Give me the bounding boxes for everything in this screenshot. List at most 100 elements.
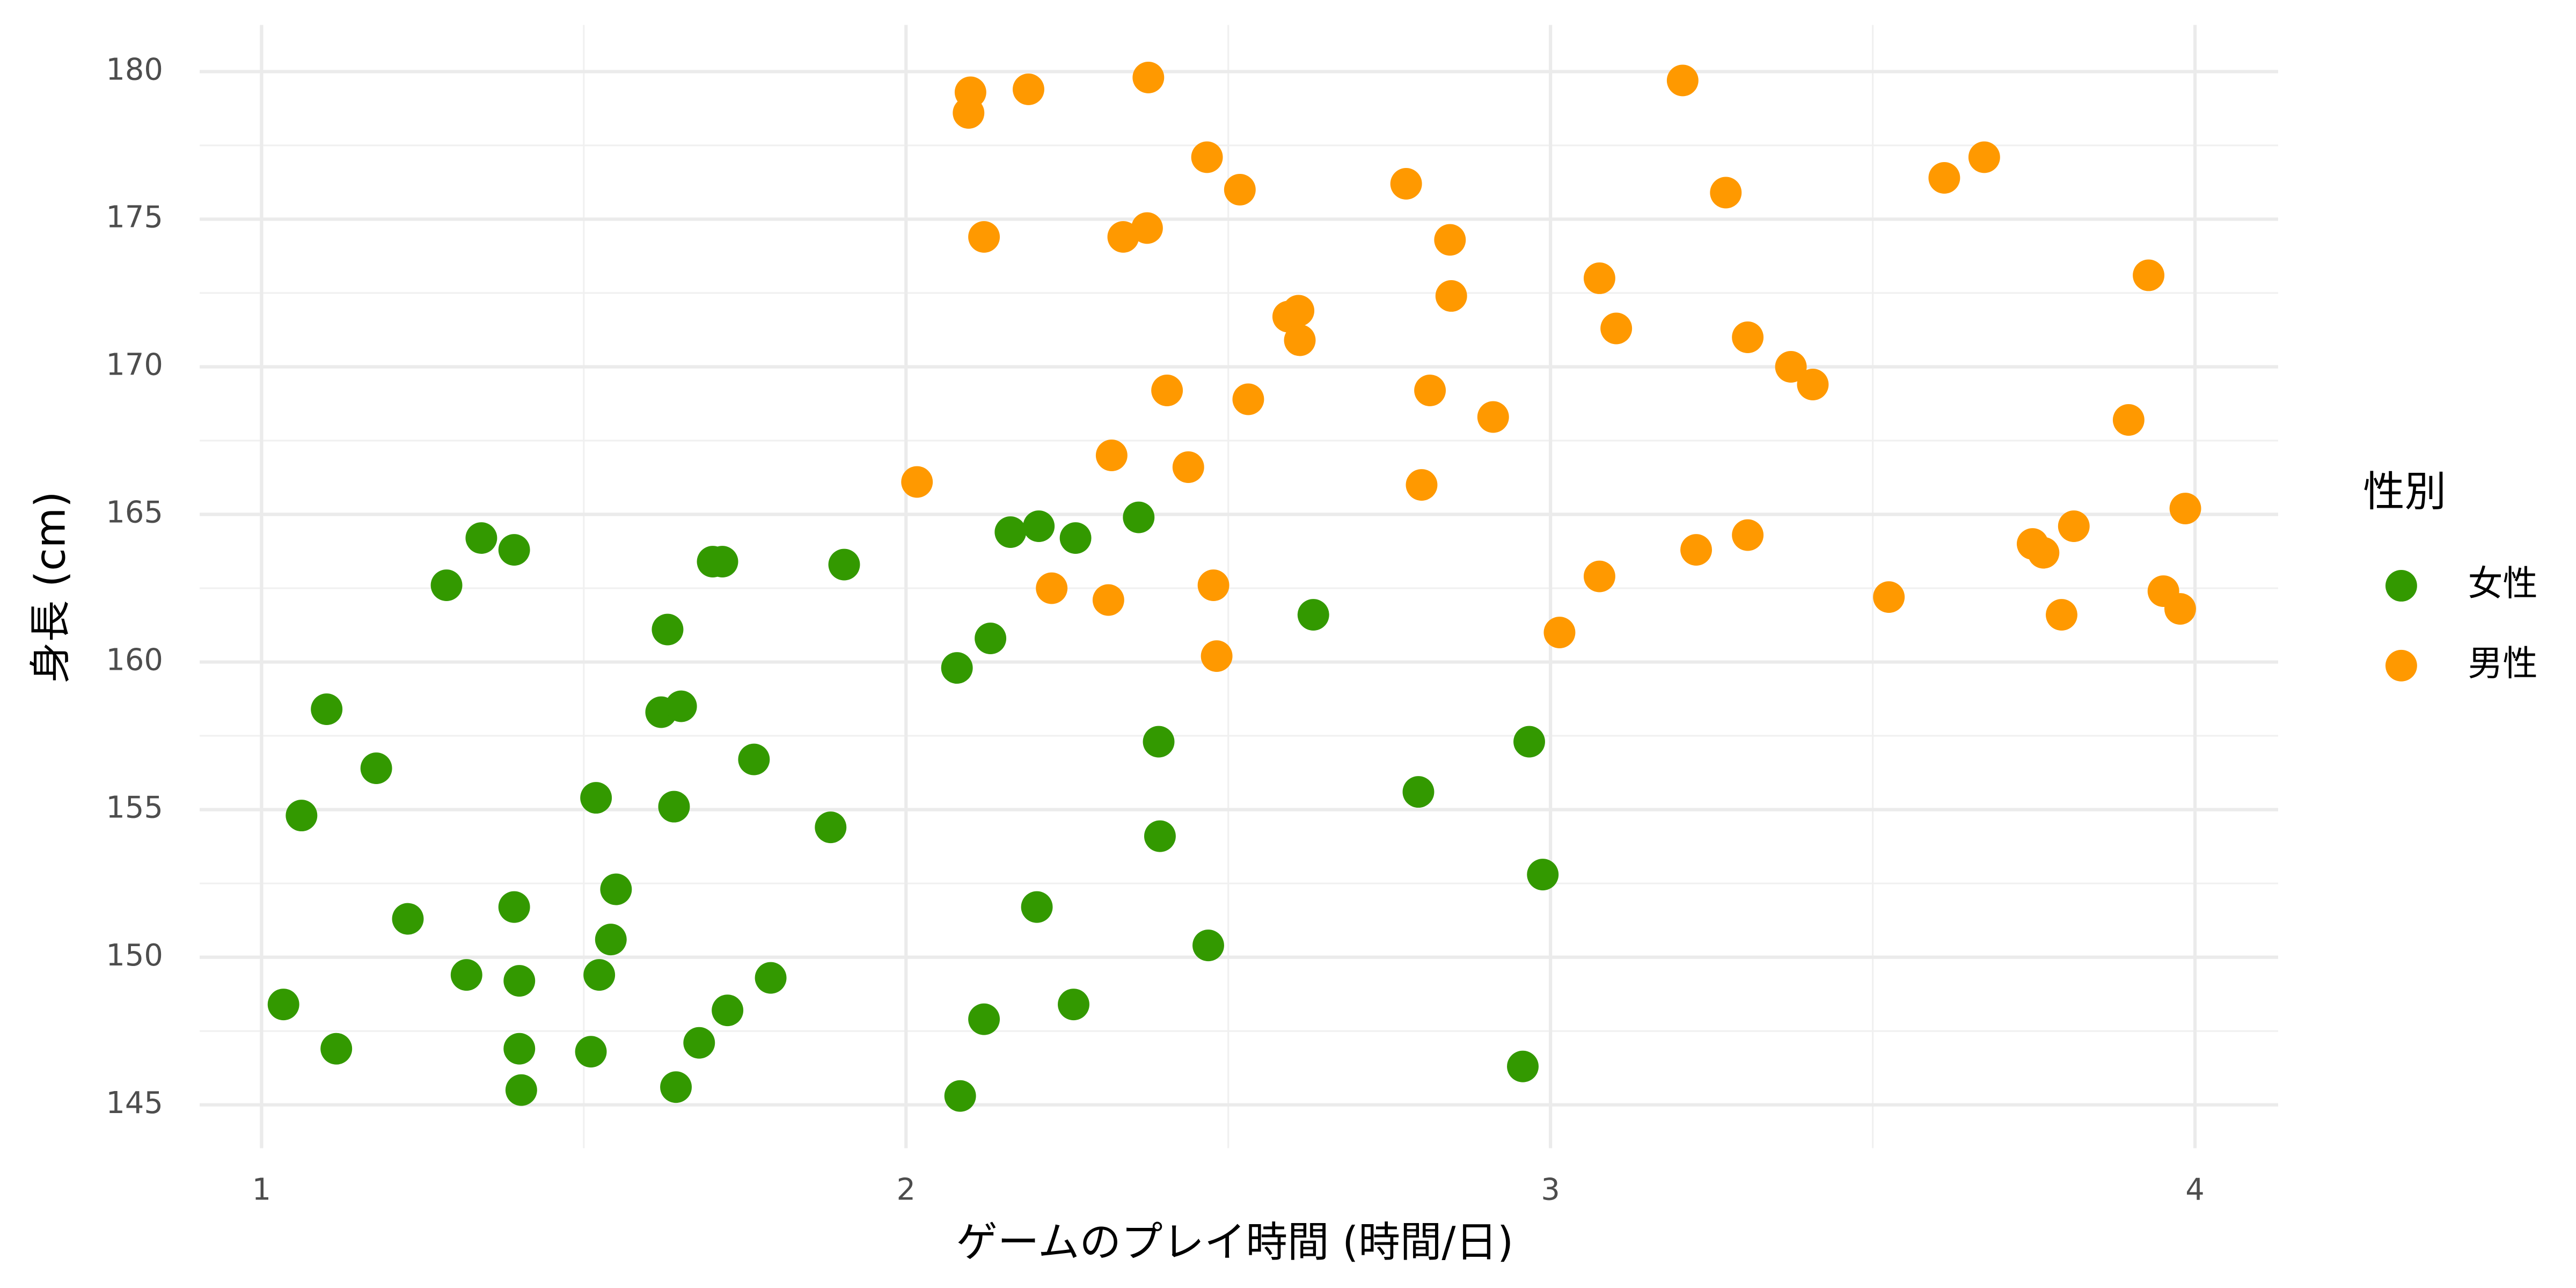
point: [2164, 593, 2196, 625]
point: [1406, 469, 1438, 501]
y-axis-title: 身長 (cm): [27, 491, 75, 683]
y-tick-label: 160: [106, 643, 163, 678]
point: [954, 76, 986, 108]
x-tick-label: 4: [2185, 1172, 2205, 1207]
point: [392, 903, 424, 935]
y-tick-label: 155: [106, 791, 163, 825]
point: [2028, 537, 2060, 569]
point: [968, 221, 1000, 253]
point: [712, 994, 744, 1027]
point: [1583, 262, 1615, 294]
point: [1600, 312, 1633, 345]
point: [1012, 73, 1044, 105]
point: [267, 989, 299, 1021]
point: [600, 873, 632, 905]
point: [1543, 617, 1576, 649]
point: [1232, 383, 1264, 415]
point: [1297, 599, 1329, 631]
point: [1583, 560, 1615, 592]
point: [1710, 177, 1742, 209]
point: [430, 569, 463, 602]
legend-label: 男性: [2468, 643, 2537, 684]
point: [658, 791, 690, 823]
point: [706, 546, 738, 577]
point: [1434, 224, 1466, 256]
point: [660, 1071, 692, 1103]
point: [1928, 162, 1960, 194]
point: [1023, 510, 1055, 542]
point: [1507, 1050, 1539, 1082]
point: [450, 959, 482, 991]
point: [1191, 141, 1223, 173]
point: [941, 652, 973, 684]
point: [311, 693, 343, 726]
point: [498, 534, 530, 566]
point: [1123, 501, 1155, 533]
point: [1131, 212, 1163, 244]
point: [1402, 776, 1435, 808]
point: [1107, 221, 1139, 253]
y-tick-label: 165: [106, 495, 163, 530]
point: [1172, 451, 1204, 483]
y-tick-label: 175: [106, 200, 163, 235]
point: [738, 743, 770, 775]
point: [1414, 375, 1446, 406]
y-tick-label: 170: [106, 348, 163, 383]
point: [286, 800, 318, 832]
point: [1435, 280, 1467, 312]
x-tick-label: 3: [1541, 1172, 1560, 1207]
point: [2058, 510, 2090, 542]
point: [2046, 599, 2077, 631]
point: [1873, 581, 1905, 613]
point: [1132, 61, 1165, 93]
point: [583, 959, 616, 991]
point: [503, 1033, 536, 1065]
point: [901, 466, 933, 498]
point: [1732, 321, 1764, 353]
point: [505, 1074, 537, 1106]
point: [2112, 404, 2145, 436]
point: [1283, 295, 1315, 327]
point: [665, 690, 697, 722]
point: [2133, 259, 2165, 291]
point: [580, 782, 612, 814]
point: [1775, 351, 1807, 383]
point: [1143, 726, 1175, 758]
point: [1680, 534, 1713, 566]
y-tick-label: 145: [106, 1086, 163, 1121]
point: [1477, 401, 1509, 433]
point: [360, 752, 392, 785]
point: [975, 623, 1007, 655]
point: [503, 965, 536, 997]
x-axis-title: ゲームのプレイ時間 (時間/日): [956, 1218, 1513, 1267]
legend-label: 女性: [2468, 564, 2537, 604]
point: [755, 962, 787, 994]
point: [1092, 584, 1124, 616]
point: [1036, 572, 1068, 604]
point: [2169, 493, 2201, 524]
legend-marker: [2385, 570, 2417, 602]
legend-title: 性別: [2363, 467, 2446, 516]
point: [968, 1003, 1000, 1035]
legend-marker: [2385, 649, 2417, 682]
point: [1968, 141, 2000, 173]
point: [1797, 369, 1829, 400]
x-tick-label: 2: [897, 1172, 916, 1207]
point: [683, 1027, 715, 1059]
point: [1666, 64, 1699, 97]
point: [1059, 522, 1092, 554]
point: [1284, 324, 1316, 356]
point: [1151, 375, 1183, 406]
point: [652, 613, 684, 646]
point: [1197, 569, 1230, 602]
point: [1144, 820, 1176, 852]
point: [828, 548, 860, 581]
point: [1513, 726, 1545, 758]
point: [1058, 989, 1089, 1021]
point: [1192, 930, 1224, 962]
y-tick-label: 150: [106, 938, 163, 973]
point: [944, 1080, 976, 1112]
point: [498, 891, 530, 923]
